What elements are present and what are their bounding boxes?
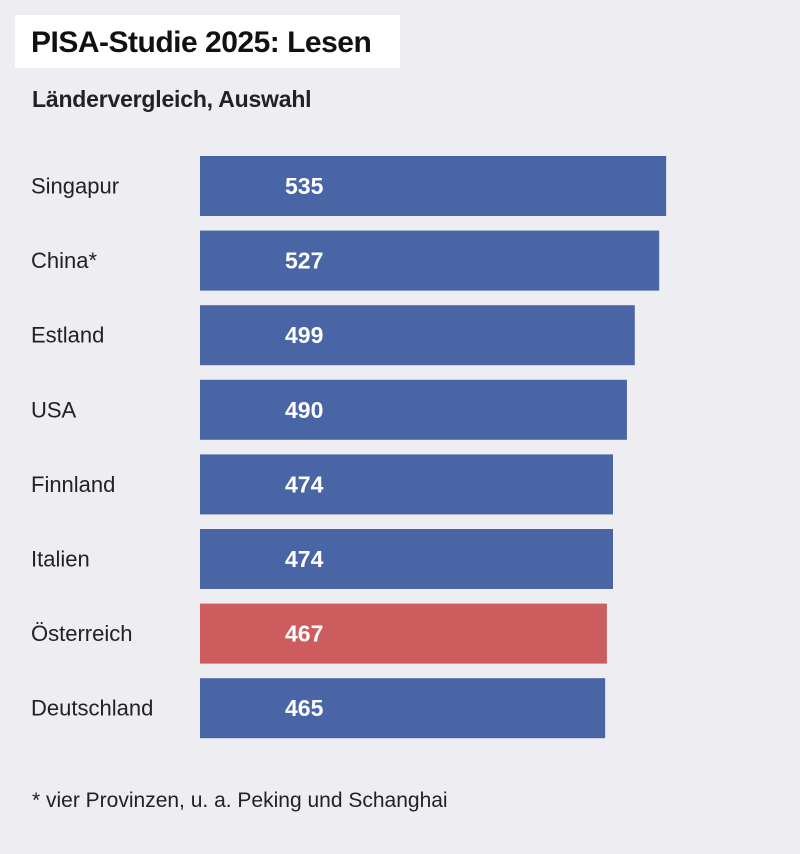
bar-1 — [200, 230, 660, 291]
bar-6 — [200, 603, 607, 664]
category-label-7: Deutschland — [31, 696, 153, 721]
category-label-6: Österreich — [31, 621, 132, 646]
value-label-0: 535 — [285, 173, 324, 199]
bar-2 — [200, 305, 635, 366]
chart-title: PISA-Studie 2025: Lesen — [31, 26, 372, 59]
footnote: * vier Provinzen, u. a. Peking und Schan… — [32, 789, 448, 812]
bar-4 — [200, 454, 613, 515]
value-label-7: 465 — [285, 695, 324, 721]
category-label-0: Singapur — [31, 174, 119, 199]
category-label-5: Italien — [31, 547, 90, 572]
value-label-2: 499 — [285, 322, 323, 348]
bar-7 — [200, 678, 606, 739]
title-box: PISA-Studie 2025: Lesen — [15, 15, 400, 68]
category-label-2: Estland — [31, 323, 104, 348]
bar-3 — [200, 379, 627, 440]
value-label-1: 527 — [285, 248, 323, 274]
bar-0 — [200, 156, 667, 216]
category-label-4: Finnland — [31, 472, 115, 497]
bar-5 — [200, 529, 613, 589]
category-label-3: USA — [31, 397, 77, 422]
value-label-3: 490 — [285, 397, 323, 423]
chart-subtitle: Ländervergleich, Auswahl — [32, 86, 312, 112]
bar-chart: Singapur 535 China* 527 Estland 499 USA 490 Finn… — [31, 156, 667, 739]
value-label-5: 474 — [285, 546, 324, 572]
value-label-6: 467 — [285, 621, 323, 647]
category-label-1: China* — [31, 248, 97, 273]
value-label-4: 474 — [285, 471, 324, 497]
